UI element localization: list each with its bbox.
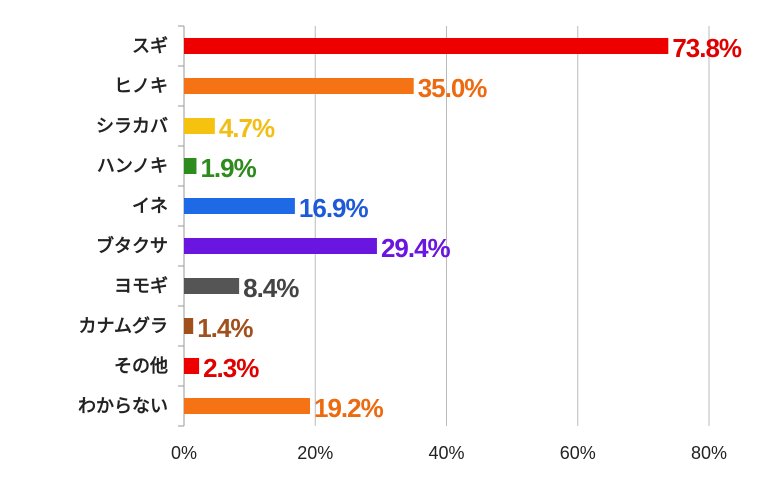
data-label-7: 8.4% [243, 273, 299, 303]
category-label-8: カナムグラ [79, 315, 168, 337]
bar-6 [184, 238, 377, 254]
bar-8 [184, 318, 194, 334]
bar-9 [184, 358, 200, 374]
data-label-1: 73.8% [672, 33, 742, 63]
x-tick-label-20: 20% [297, 443, 333, 463]
category-label-9: その他 [114, 355, 168, 377]
data-label-8: 1.4% [197, 313, 253, 343]
category-label-6: ブタクサ [96, 235, 168, 257]
bar-5 [184, 198, 295, 214]
category-label-5: イネ [132, 196, 168, 217]
category-label-1: スギ [132, 36, 168, 57]
category-label-2: ヒノキ [114, 76, 168, 97]
bar-4 [184, 158, 197, 174]
data-label-6: 29.4% [381, 233, 451, 263]
bar-7 [184, 278, 240, 294]
x-axis-tick-labels: 0% 20% 40% 60% 80% [171, 443, 727, 463]
x-tick-label-0: 0% [171, 443, 197, 463]
data-labels: 73.8% 35.0% 4.7% 1.9% 16.9% 29.4% 8.4% 1.4% 2.3%… [197, 33, 743, 423]
category-label-10: わからない [78, 396, 168, 417]
x-tick-label-40: 40% [428, 443, 464, 463]
data-label-4: 1.9% [200, 153, 256, 183]
x-tick-label-80: 80% [691, 443, 727, 463]
bar-2 [184, 78, 414, 94]
data-label-9: 2.3% [203, 353, 259, 383]
data-label-5: 16.9% [299, 193, 369, 223]
bar-3 [184, 118, 215, 134]
bars [184, 38, 669, 414]
data-label-2: 35.0% [418, 73, 488, 103]
bar-10 [184, 398, 310, 414]
data-label-10: 19.2% [314, 393, 384, 423]
category-label-7: ヨモギ [114, 276, 168, 297]
x-tick-label-60: 60% [560, 443, 596, 463]
category-label-4: ハンノキ [97, 156, 168, 177]
bar-1 [184, 38, 669, 54]
category-label-3: シラカバ [96, 116, 168, 137]
data-label-3: 4.7% [219, 113, 275, 143]
